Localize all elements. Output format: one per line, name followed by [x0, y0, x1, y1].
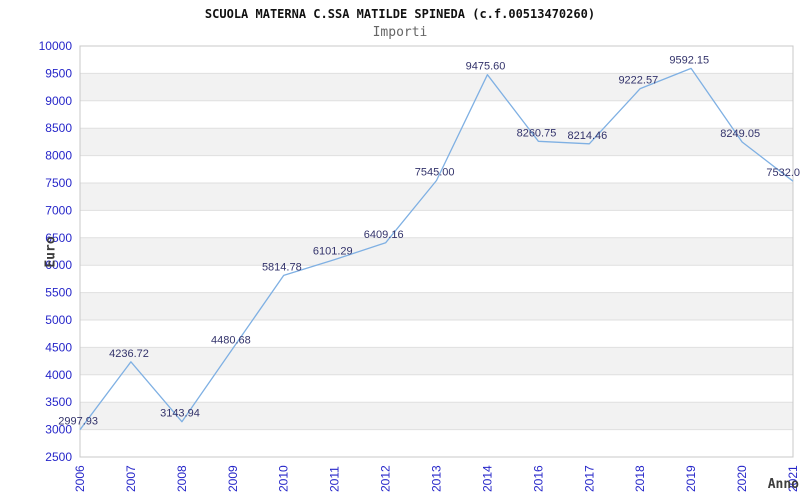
y-tick-label: 7000 — [45, 203, 72, 217]
data-point-label: 7532.0 — [766, 167, 800, 179]
data-point-label: 7545.00 — [415, 167, 455, 179]
y-axis-title: Euro — [43, 236, 59, 268]
plot-band — [80, 402, 793, 430]
plot-band — [80, 155, 793, 183]
y-tick-label: 2500 — [45, 450, 72, 464]
y-tick-label: 8500 — [45, 121, 72, 135]
data-point-label: 6101.29 — [313, 246, 353, 258]
x-tick-label: 2012 — [379, 465, 393, 492]
x-tick-label: 2018 — [633, 465, 647, 492]
data-point-label: 5814.78 — [262, 261, 302, 273]
data-point-label: 9592.15 — [669, 54, 709, 66]
x-tick-label: 2007 — [124, 465, 138, 492]
x-tick-label: 2013 — [430, 465, 444, 492]
y-tick-label: 4000 — [45, 368, 72, 382]
y-tick-label: 4500 — [45, 340, 72, 354]
data-point-label: 9475.60 — [466, 61, 506, 73]
data-line — [79, 67, 794, 431]
y-tick-label: 5000 — [45, 313, 72, 327]
y-tick-label: 9500 — [45, 66, 72, 80]
plot-band — [80, 292, 793, 320]
data-point-label: 8249.05 — [720, 128, 760, 140]
x-tick-label: 2006 — [73, 465, 87, 492]
data-point-label: 2997.93 — [58, 416, 98, 428]
plot-band — [80, 347, 793, 375]
y-tick-label: 10000 — [39, 39, 73, 53]
x-tick-label: 2014 — [480, 465, 494, 492]
x-axis-title: Anno — [767, 477, 799, 492]
x-tick-label: 2008 — [175, 465, 189, 492]
data-point-label: 4236.72 — [109, 348, 149, 360]
data-point-label: 3143.94 — [160, 408, 200, 420]
data-point-label: 4480.68 — [211, 334, 251, 346]
chart-subtitle: Importi — [372, 25, 428, 40]
plot-band — [80, 429, 793, 457]
plot-band — [80, 183, 793, 211]
y-tick-label: 9000 — [45, 94, 72, 108]
plot-band — [80, 210, 793, 238]
x-tick-label: 2016 — [531, 465, 545, 492]
y-tick-label: 8000 — [45, 149, 72, 163]
plot-band — [80, 100, 793, 129]
plot-band — [80, 320, 793, 348]
plot-band — [80, 265, 793, 293]
data-point-label: 8260.75 — [517, 127, 557, 139]
x-tick-label: 2019 — [684, 465, 698, 492]
plot-band — [80, 237, 793, 266]
x-tick-label: 2017 — [582, 465, 596, 492]
x-tick-label: 2020 — [735, 465, 749, 492]
x-tick-label: 2009 — [226, 465, 240, 492]
plot-band — [80, 374, 793, 403]
plot-band — [80, 46, 793, 74]
y-tick-label: 5500 — [45, 286, 72, 300]
plot-band — [80, 73, 793, 101]
data-point-label: 8214.46 — [568, 130, 608, 142]
y-tick-label: 3000 — [45, 423, 72, 437]
x-tick-label: 2021 — [786, 465, 800, 492]
data-point-label: 9222.57 — [618, 75, 658, 87]
x-tick-label: 2010 — [277, 465, 291, 492]
plot-border — [79, 45, 794, 458]
plot-band — [80, 128, 793, 156]
y-tick-label: 6000 — [45, 258, 72, 272]
y-tick-label: 7500 — [45, 176, 72, 190]
data-point-label: 6409.16 — [364, 229, 404, 241]
x-tick-label: 2011 — [328, 466, 342, 492]
y-tick-label: 3500 — [45, 395, 72, 409]
y-tick-label: 6500 — [45, 231, 72, 245]
chart-title: SCUOLA MATERNA C.SSA MATILDE SPINEDA (c.… — [204, 7, 596, 21]
